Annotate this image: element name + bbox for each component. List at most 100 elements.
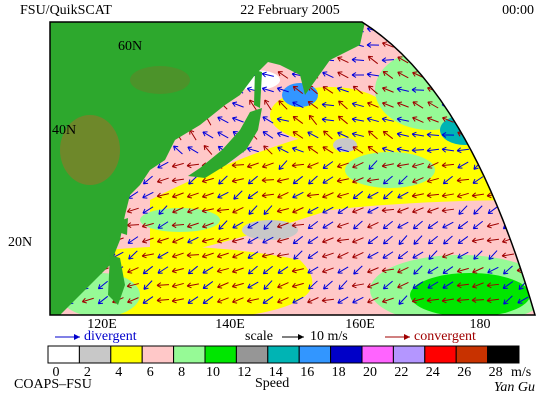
wind-arrow — [411, 192, 424, 199]
colorbar-label: 6 — [147, 365, 154, 380]
wind-arrow — [367, 222, 379, 229]
wind-arrow — [217, 282, 229, 289]
wind-arrow — [262, 131, 274, 139]
taiwan — [121, 218, 128, 235]
green-patch — [410, 273, 530, 315]
green-patch — [345, 152, 435, 188]
wind-arrow — [201, 237, 214, 244]
colorbar-swatch — [392, 345, 426, 364]
wind-arrow — [352, 161, 364, 169]
wind-arrow — [367, 55, 379, 65]
wind-arrow — [367, 191, 379, 199]
wind-arrow — [142, 191, 154, 199]
wind-arrow — [426, 131, 440, 138]
colorbar-label: 14 — [269, 365, 283, 380]
wind-arrow — [263, 220, 273, 230]
wind-arrow — [397, 267, 409, 274]
wind-arrow — [426, 41, 440, 48]
wind-arrow — [501, 162, 514, 169]
wind-arrow — [441, 27, 455, 34]
wind-arrow — [291, 222, 305, 229]
wind-arrow — [367, 101, 379, 108]
colorbar-label: 12 — [237, 365, 251, 380]
wind-arrow — [382, 41, 394, 48]
wind-arrow — [411, 297, 424, 304]
wind-arrow — [322, 237, 334, 244]
colorbar-unit: m/s — [511, 365, 531, 380]
map-frame — [49, 21, 536, 316]
wind-arrow — [156, 297, 170, 304]
wind-arrow — [397, 56, 409, 64]
wind-arrow — [323, 280, 333, 290]
wind-arrow — [292, 115, 304, 124]
wind-arrow — [368, 85, 378, 95]
wind-arrow — [426, 116, 439, 123]
wind-arrow — [276, 116, 289, 123]
wind-arrow — [262, 296, 274, 304]
wind-arrow — [396, 146, 409, 153]
wind-arrow — [336, 177, 349, 184]
wind-arrow — [517, 296, 529, 304]
wind-arrow — [381, 57, 395, 64]
wind-arrow — [382, 280, 393, 290]
yellow-band — [150, 117, 530, 260]
wind-arrow — [187, 236, 199, 244]
wind-arrow — [172, 207, 184, 214]
colorbar-label: 8 — [178, 365, 185, 380]
wind-arrow — [353, 220, 363, 230]
wind-arrow — [231, 116, 244, 123]
wind-arrow — [368, 160, 378, 170]
wind-arrow — [412, 207, 424, 214]
wind-arrow — [486, 297, 500, 304]
wind-arrow — [201, 252, 214, 259]
wind-arrow — [397, 250, 409, 260]
wind-arrow — [426, 177, 439, 184]
wind-arrow — [472, 282, 484, 289]
scale-arrow — [298, 334, 304, 340]
mountains — [130, 66, 190, 94]
wind-arrow — [292, 175, 304, 185]
wind-arrow — [471, 192, 485, 199]
wind-arrow — [186, 282, 199, 289]
wind-arrow — [501, 71, 514, 78]
wind-arrow — [472, 101, 484, 109]
colorbar-label: 24 — [426, 365, 440, 380]
wind-arrow — [427, 221, 439, 229]
wind-arrow — [502, 205, 513, 215]
wind-arrow — [382, 251, 394, 259]
legend-scale: scale — [245, 329, 273, 344]
wind-arrow — [218, 220, 228, 230]
wind-arrow — [397, 221, 409, 229]
wind-arrow — [171, 252, 184, 259]
wind-arrow — [336, 237, 350, 244]
wind-arrow — [276, 131, 289, 138]
wind-arrow — [441, 192, 454, 199]
wind-arrow — [231, 282, 244, 289]
wind-arrow — [516, 72, 529, 79]
wind-arrow — [426, 56, 439, 63]
wind-arrow — [277, 266, 289, 274]
lon-label: 160E — [345, 317, 375, 332]
sakhalin — [254, 70, 262, 108]
wind-arrow — [351, 72, 365, 78]
wind-arrow — [97, 295, 109, 305]
wind-arrow — [157, 221, 169, 229]
wind-arrow — [261, 71, 274, 78]
wind-arrow — [441, 297, 454, 304]
philippines — [108, 255, 125, 305]
wind-arrow — [186, 192, 199, 199]
wind-arrow — [412, 101, 424, 109]
colorbar-swatch — [267, 345, 300, 364]
wind-arrow — [426, 297, 440, 304]
wind-arrow — [142, 206, 154, 214]
wind-arrow — [262, 236, 274, 244]
colorbar-swatch — [204, 345, 237, 364]
wind-arrow — [471, 71, 484, 78]
wind-arrow — [456, 267, 469, 274]
wind-arrow — [426, 207, 439, 214]
wind-arrow — [337, 56, 349, 64]
colorbar-label: 26 — [457, 365, 471, 380]
wind-arrow — [397, 41, 409, 49]
wind-arrow — [307, 100, 319, 109]
wind-arrow — [262, 265, 273, 275]
